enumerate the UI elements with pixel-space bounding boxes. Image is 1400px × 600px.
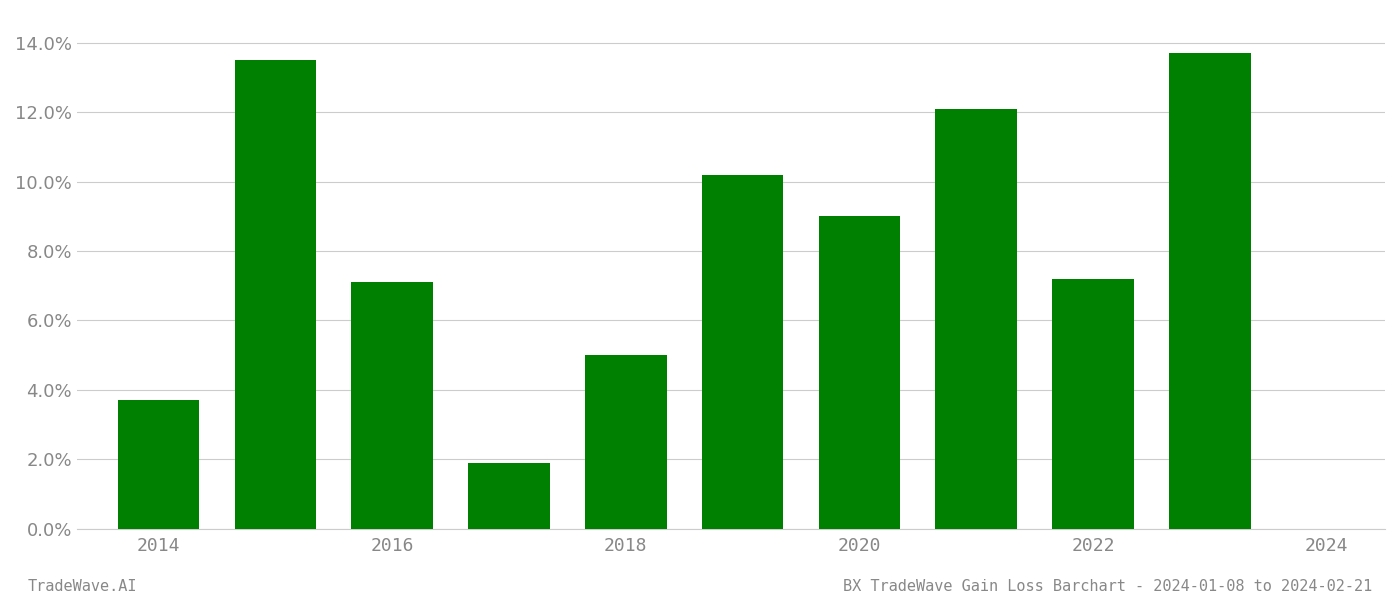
Bar: [468, 463, 550, 529]
Bar: [585, 355, 666, 529]
Bar: [935, 109, 1016, 529]
Bar: [235, 60, 316, 529]
Bar: [701, 175, 784, 529]
Bar: [351, 282, 433, 529]
Bar: [118, 400, 199, 529]
Text: TradeWave.AI: TradeWave.AI: [28, 579, 137, 594]
Bar: [819, 217, 900, 529]
Bar: [1053, 279, 1134, 529]
Text: BX TradeWave Gain Loss Barchart - 2024-01-08 to 2024-02-21: BX TradeWave Gain Loss Barchart - 2024-0…: [843, 579, 1372, 594]
Bar: [1169, 53, 1250, 529]
